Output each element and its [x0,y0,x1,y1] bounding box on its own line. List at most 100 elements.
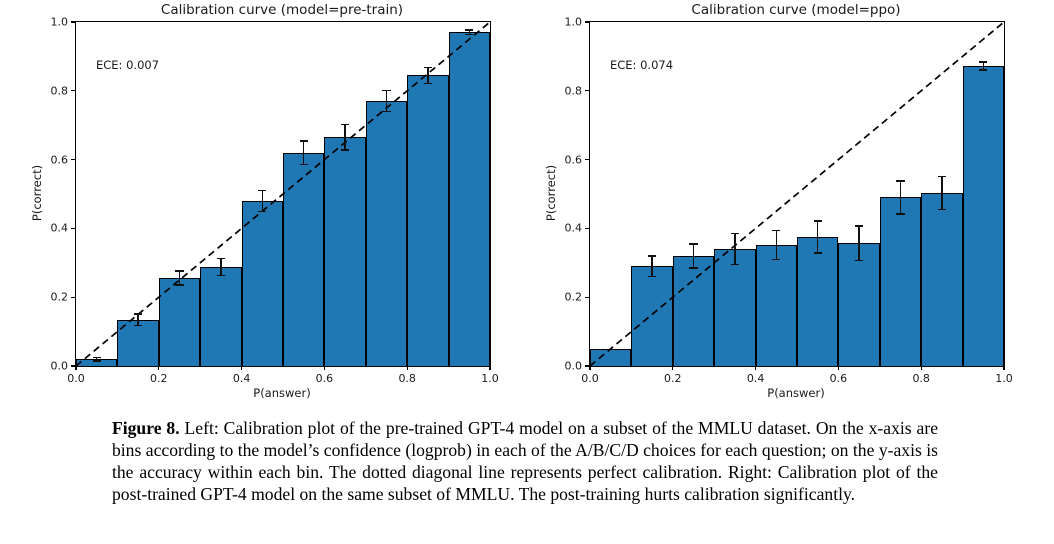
x-tick-label: 0.8 [912,372,930,385]
error-bar-cap-top-6 [340,123,350,126]
error-bar-cap-bottom-4 [772,258,781,261]
error-bar-5 [303,141,305,165]
bar-bin-2 [158,277,201,366]
error-bar-7 [385,90,388,112]
x-tick [837,366,839,370]
x-axis-label-pretrain: P(answer) [253,386,311,400]
y-tick [70,159,75,161]
error-bar-cap-top-8 [423,66,433,69]
y-tick [584,159,589,161]
y-tick-label: 0.4 [50,221,69,235]
figure-caption-label: Figure 8. [112,418,180,438]
y-tick-label: 0.0 [50,359,69,373]
error-bar-cap-top-8 [937,175,947,178]
x-tick-label: 0.2 [150,372,168,385]
bar-bin-6 [324,137,366,366]
error-bar-6 [858,225,860,261]
error-bar-cap-bottom-1 [133,325,143,327]
bar-bin-5 [283,152,325,366]
error-bar-5 [817,220,819,254]
x-tick [1003,366,1005,370]
error-bar-cap-top-4 [258,189,267,192]
error-bar-cap-bottom-7 [382,110,391,113]
error-bar-cap-top-6 [854,225,864,227]
y-tick [584,90,589,92]
error-bar-cap-top-9 [465,29,474,31]
bar-bin-8 [407,75,449,366]
error-bar-cap-bottom-2 [689,267,698,269]
error-bar-cap-top-0 [92,356,101,359]
x-tick [406,366,408,370]
bar-bin-1 [117,319,159,366]
y-tick [584,227,589,229]
error-bar-2 [178,271,181,285]
error-bar-8 [427,67,429,84]
y-tick [70,90,75,92]
bar-bin-6 [838,243,880,366]
x-tick [75,366,77,370]
chart-title-ppo: Calibration curve (model=ppo) [691,2,901,18]
x-tick-label: 1.0 [995,372,1013,385]
error-bar-cap-top-2 [689,243,698,245]
figure-caption: Figure 8. Left: Calibration plot of the … [112,417,938,505]
error-bar-cap-bottom-3 [730,263,740,266]
error-bar-cap-bottom-9 [465,34,474,36]
x-tick-label: 1.0 [481,372,499,385]
error-bar-cap-top-3 [730,232,740,235]
error-bar-cap-bottom-2 [175,284,184,286]
bar-bin-0 [590,348,632,366]
error-bar-cap-bottom-7 [896,213,905,215]
bar-bin-9 [448,32,490,366]
x-tick [755,366,757,370]
error-bar-cap-bottom-9 [979,69,988,71]
error-bar-4 [775,230,777,260]
x-tick [323,366,325,370]
bar-bin-3 [714,249,756,366]
error-bar-cap-top-7 [382,90,391,92]
error-bar-8 [941,176,943,210]
y-axis-label-ppo: P(correct) [544,164,558,222]
x-tick-label: 0.6 [829,372,848,385]
plot-area-pretrain: ECE: 0.007 0.0 0.0 0.2 0.2 0.4 0.4 0.6 0.6 0.8 0.… [51,16,499,386]
x-tick [920,366,922,370]
y-tick-label: 0.6 [50,153,69,167]
ece-annotation-ppo: ECE: 0.074 [610,58,674,72]
y-tick-label: 0.8 [564,84,583,98]
y-tick-label: 0.2 [50,290,69,304]
x-tick-label: 0.6 [315,372,334,385]
bar-bin-3 [200,266,242,366]
y-tick-label: 0.2 [564,290,583,304]
error-bar-3 [220,258,222,276]
y-tick [70,296,75,298]
x-tick [241,366,243,370]
bar-bin-5 [797,237,839,366]
error-bar-cap-bottom-6 [854,259,864,262]
error-bar-7 [899,180,902,214]
y-axis-label-pretrain: P(correct) [30,164,44,222]
x-tick-label: 0.2 [664,372,682,385]
error-bar-cap-top-4 [772,229,781,232]
error-bar-cap-bottom-5 [299,163,308,166]
x-tick-label: 0.8 [398,372,416,385]
error-bar-cap-bottom-4 [258,210,267,212]
error-bar-3 [734,233,736,265]
error-bar-cap-top-7 [896,180,905,182]
error-bar-cap-bottom-5 [813,252,822,254]
x-tick [672,366,674,370]
error-bar-cap-bottom-0 [92,360,101,362]
y-tick-label: 0.4 [564,221,583,235]
y-tick [70,21,75,23]
error-bar-cap-bottom-8 [937,208,947,211]
error-bar-cap-bottom-3 [216,274,226,277]
bar-bin-7 [365,101,408,366]
error-bar-cap-top-1 [647,255,657,257]
y-tick [70,227,75,229]
bar-bin-1 [631,266,673,366]
error-bar-4 [261,190,263,212]
y-tick [584,21,589,23]
bar-bin-2 [672,255,715,366]
error-bar-6 [344,124,346,150]
y-tick-label: 1.0 [564,15,583,29]
chart-title-pretrain: Calibration curve (model=pre-train) [160,2,404,18]
